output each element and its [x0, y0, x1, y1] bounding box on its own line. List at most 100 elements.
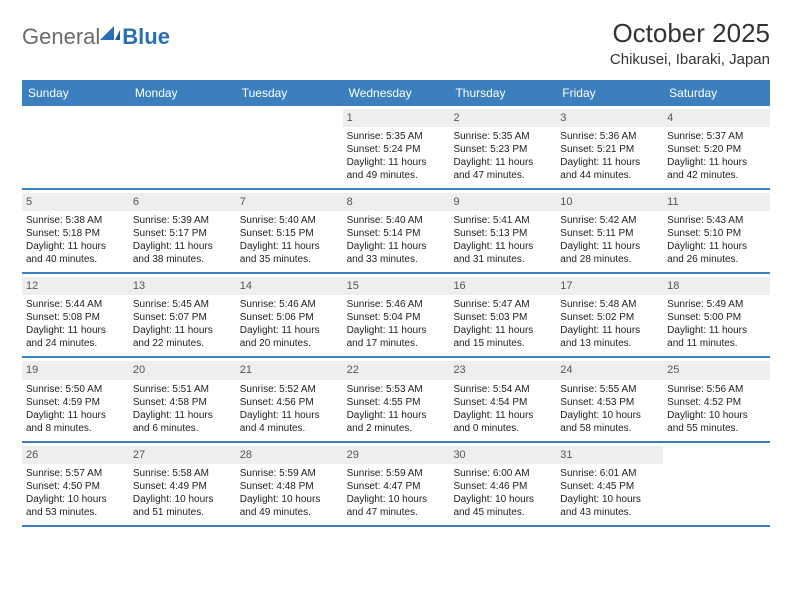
daylight-text: Daylight: 11 hours and 42 minutes. — [667, 156, 766, 182]
daylight-text: Daylight: 11 hours and 0 minutes. — [453, 409, 552, 435]
logo-text-general: General — [22, 24, 100, 50]
logo-text-blue: Blue — [122, 24, 170, 50]
daylight-text: Daylight: 11 hours and 44 minutes. — [560, 156, 659, 182]
day-number: 30 — [449, 446, 556, 464]
daylight-text: Daylight: 11 hours and 13 minutes. — [560, 324, 659, 350]
sunrise-text: Sunrise: 5:52 AM — [240, 383, 339, 396]
sunrise-text: Sunrise: 5:50 AM — [26, 383, 125, 396]
sunset-text: Sunset: 4:59 PM — [26, 396, 125, 409]
sunset-text: Sunset: 5:10 PM — [667, 227, 766, 240]
sunset-text: Sunset: 5:17 PM — [133, 227, 232, 240]
sunset-text: Sunset: 5:04 PM — [347, 311, 446, 324]
day-cell: 10Sunrise: 5:42 AMSunset: 5:11 PMDayligh… — [556, 190, 663, 272]
day-cell: 6Sunrise: 5:39 AMSunset: 5:17 PMDaylight… — [129, 190, 236, 272]
day-cell — [129, 106, 236, 188]
week-row: 5Sunrise: 5:38 AMSunset: 5:18 PMDaylight… — [22, 190, 770, 274]
sunset-text: Sunset: 5:07 PM — [133, 311, 232, 324]
daylight-text: Daylight: 11 hours and 33 minutes. — [347, 240, 446, 266]
sunrise-text: Sunrise: 5:54 AM — [453, 383, 552, 396]
sunrise-text: Sunrise: 5:56 AM — [667, 383, 766, 396]
sunset-text: Sunset: 4:56 PM — [240, 396, 339, 409]
day-number — [22, 109, 129, 127]
daylight-text: Daylight: 11 hours and 24 minutes. — [26, 324, 125, 350]
day-cell: 22Sunrise: 5:53 AMSunset: 4:55 PMDayligh… — [343, 358, 450, 440]
daylight-text: Daylight: 10 hours and 51 minutes. — [133, 493, 232, 519]
daylight-text: Daylight: 10 hours and 47 minutes. — [347, 493, 446, 519]
day-number: 16 — [449, 277, 556, 295]
day-number: 1 — [343, 109, 450, 127]
day-number: 19 — [22, 361, 129, 379]
sunset-text: Sunset: 4:48 PM — [240, 480, 339, 493]
day-cell — [663, 443, 770, 525]
sunset-text: Sunset: 5:24 PM — [347, 143, 446, 156]
day-header: Saturday — [663, 82, 770, 106]
day-number — [663, 446, 770, 464]
day-number: 31 — [556, 446, 663, 464]
logo: General Blue — [22, 24, 170, 50]
week-row: 1Sunrise: 5:35 AMSunset: 5:24 PMDaylight… — [22, 106, 770, 190]
day-number: 2 — [449, 109, 556, 127]
sunset-text: Sunset: 5:18 PM — [26, 227, 125, 240]
day-number: 7 — [236, 193, 343, 211]
day-cell: 18 Sunrise: 5:49 AMSunset: 5:00 PMDayligh… — [663, 274, 770, 356]
sunrise-text: Sunrise: 5:58 AM — [133, 467, 232, 480]
daylight-text: Daylight: 11 hours and 35 minutes. — [240, 240, 339, 266]
sunset-text: Sunset: 4:53 PM — [560, 396, 659, 409]
day-cell: 24Sunrise: 5:55 AMSunset: 4:53 PMDayligh… — [556, 358, 663, 440]
day-cell: 20Sunrise: 5:51 AMSunset: 4:58 PMDayligh… — [129, 358, 236, 440]
daylight-text: Daylight: 11 hours and 40 minutes. — [26, 240, 125, 266]
day-cell: 5Sunrise: 5:38 AMSunset: 5:18 PMDaylight… — [22, 190, 129, 272]
sunset-text: Sunset: 5:08 PM — [26, 311, 125, 324]
sunset-text: Sunset: 5:21 PM — [560, 143, 659, 156]
sunrise-text: Sunrise: 5:41 AM — [453, 214, 552, 227]
sunrise-text: Sunrise: 5:39 AM — [133, 214, 232, 227]
sunset-text: Sunset: 5:00 PM — [667, 311, 766, 324]
daylight-text: Daylight: 11 hours and 4 minutes. — [240, 409, 339, 435]
daylight-text: Daylight: 10 hours and 49 minutes. — [240, 493, 339, 519]
daylight-text: Daylight: 10 hours and 55 minutes. — [667, 409, 766, 435]
day-cell: 14Sunrise: 5:46 AMSunset: 5:06 PMDayligh… — [236, 274, 343, 356]
day-cell: 27Sunrise: 5:58 AMSunset: 4:49 PMDayligh… — [129, 443, 236, 525]
day-number: 20 — [129, 361, 236, 379]
day-cell: 17Sunrise: 5:48 AMSunset: 5:02 PMDayligh… — [556, 274, 663, 356]
day-header: Monday — [129, 82, 236, 106]
day-number: 18 — [663, 277, 770, 295]
day-cell: 29Sunrise: 5:59 AMSunset: 4:47 PMDayligh… — [343, 443, 450, 525]
day-number: 27 — [129, 446, 236, 464]
week-row: 26Sunrise: 5:57 AMSunset: 4:50 PMDayligh… — [22, 443, 770, 527]
daylight-text: Daylight: 11 hours and 11 minutes. — [667, 324, 766, 350]
day-cell: 30Sunrise: 6:00 AMSunset: 4:46 PMDayligh… — [449, 443, 556, 525]
sunrise-text: Sunrise: 5:40 AM — [347, 214, 446, 227]
daylight-text: Daylight: 11 hours and 28 minutes. — [560, 240, 659, 266]
daylight-text: Daylight: 11 hours and 22 minutes. — [133, 324, 232, 350]
sunset-text: Sunset: 4:52 PM — [667, 396, 766, 409]
day-cell: 26Sunrise: 5:57 AMSunset: 4:50 PMDayligh… — [22, 443, 129, 525]
day-number: 22 — [343, 361, 450, 379]
sunset-text: Sunset: 5:02 PM — [560, 311, 659, 324]
day-number: 15 — [343, 277, 450, 295]
daylight-text: Daylight: 10 hours and 58 minutes. — [560, 409, 659, 435]
sunset-text: Sunset: 4:58 PM — [133, 396, 232, 409]
daylight-text: Daylight: 11 hours and 6 minutes. — [133, 409, 232, 435]
day-cell: 3Sunrise: 5:36 AMSunset: 5:21 PMDaylight… — [556, 106, 663, 188]
sunset-text: Sunset: 4:47 PM — [347, 480, 446, 493]
daylight-text: Daylight: 11 hours and 26 minutes. — [667, 240, 766, 266]
day-number: 12 — [22, 277, 129, 295]
sunset-text: Sunset: 5:20 PM — [667, 143, 766, 156]
day-number: 24 — [556, 361, 663, 379]
day-cell — [22, 106, 129, 188]
daylight-text: Daylight: 11 hours and 31 minutes. — [453, 240, 552, 266]
sunrise-text: Sunrise: 5:49 AM — [667, 298, 766, 311]
sunrise-text: Sunrise: 6:00 AM — [453, 467, 552, 480]
sunset-text: Sunset: 4:50 PM — [26, 480, 125, 493]
day-cell: 16Sunrise: 5:47 AMSunset: 5:03 PMDayligh… — [449, 274, 556, 356]
daylight-text: Daylight: 11 hours and 20 minutes. — [240, 324, 339, 350]
sunrise-text: Sunrise: 5:40 AM — [240, 214, 339, 227]
sunrise-text: Sunrise: 5:59 AM — [240, 467, 339, 480]
day-cell: 12Sunrise: 5:44 AMSunset: 5:08 PMDayligh… — [22, 274, 129, 356]
day-number: 8 — [343, 193, 450, 211]
sunrise-text: Sunrise: 5:38 AM — [26, 214, 125, 227]
day-number: 13 — [129, 277, 236, 295]
sunset-text: Sunset: 4:45 PM — [560, 480, 659, 493]
sunset-text: Sunset: 4:55 PM — [347, 396, 446, 409]
